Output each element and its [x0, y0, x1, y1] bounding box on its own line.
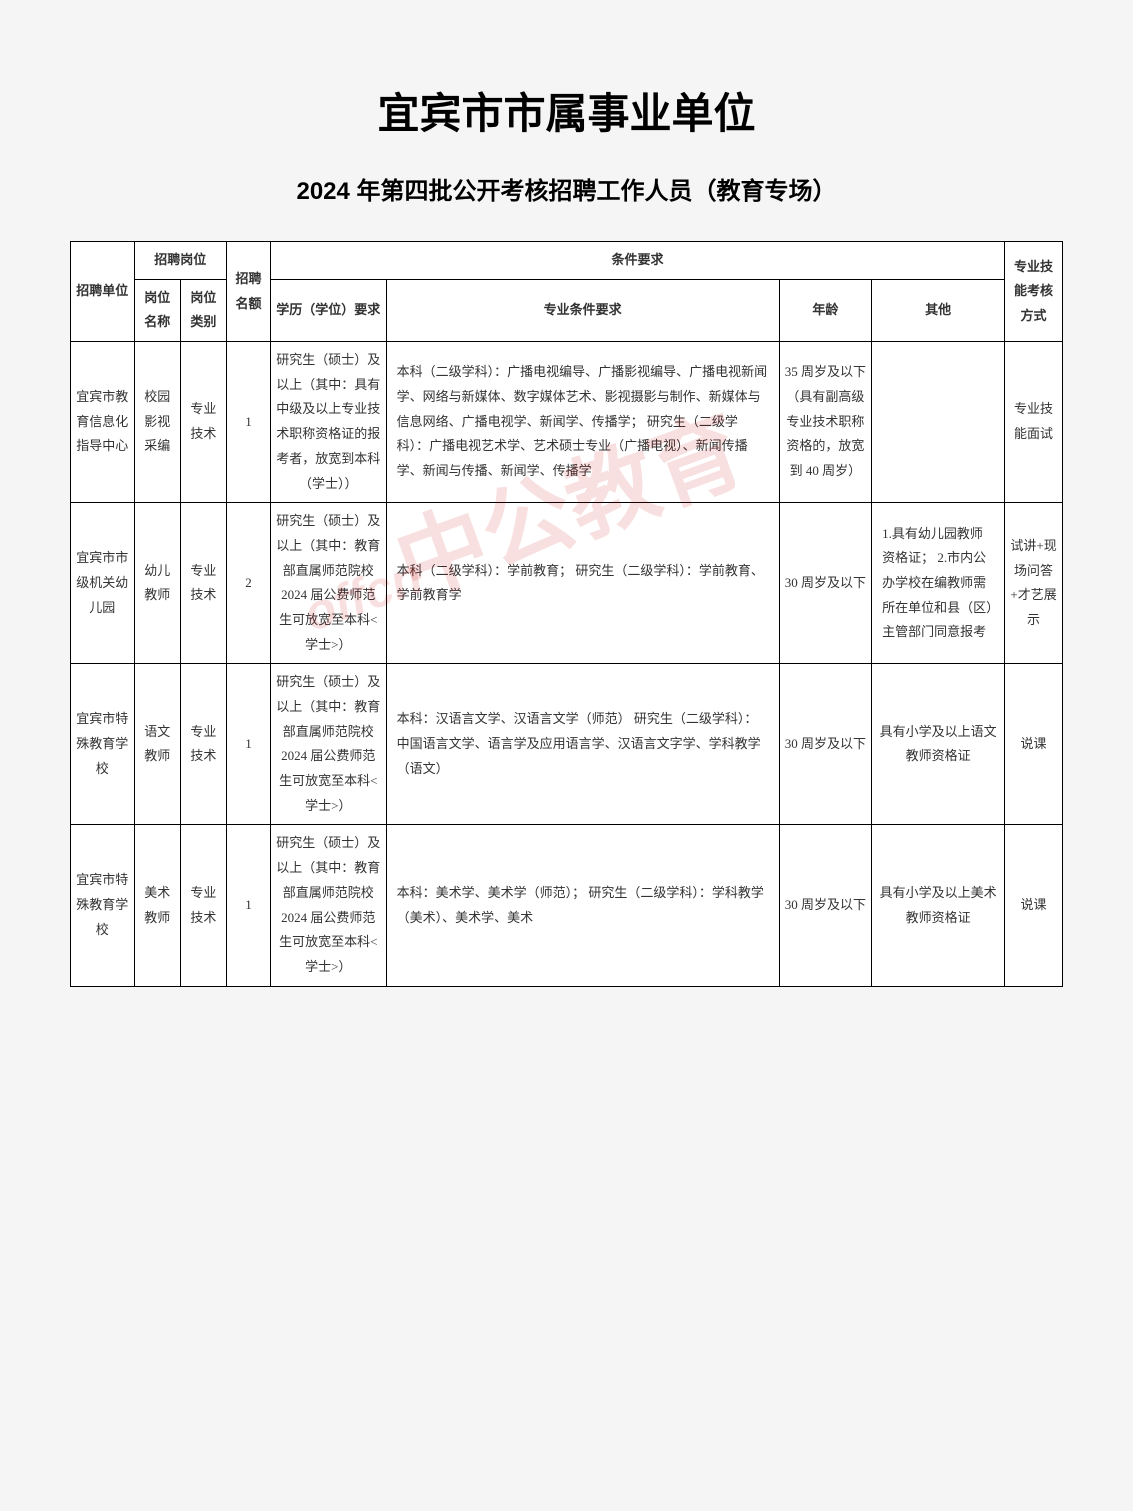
cell-post-type: 专业技术: [180, 342, 226, 503]
cell-unit: 宜宾市教育信息化指导中心: [71, 342, 135, 503]
cell-age: 30 周岁及以下: [779, 825, 871, 986]
cell-exam: 试讲+现场问答+才艺展示: [1005, 503, 1063, 664]
cell-other: 1.具有幼儿园教师资格证； 2.市内公办学校在编教师需所在单位和县（区）主管部门…: [872, 503, 1005, 664]
cell-quota: 1: [227, 825, 271, 986]
cell-exam: 说课: [1005, 664, 1063, 825]
cell-major: 本科（二级学科）：学前教育； 研究生（二级学科）：学前教育、学前教育学: [386, 503, 779, 664]
cell-major: 本科：美术学、美术学（师范）； 研究生（二级学科）：学科教学（美术）、美术学、美…: [386, 825, 779, 986]
table-row: 宜宾市教育信息化指导中心 校园影视采编 专业技术 1 研究生（硕士）及以上（其中…: [71, 342, 1063, 503]
cell-exam: 专业技能面试: [1005, 342, 1063, 503]
th-post-group: 招聘岗位: [134, 242, 226, 280]
table-row: 宜宾市特殊教育学校 语文教师 专业技术 1 研究生（硕士）及以上（其中：教育部直…: [71, 664, 1063, 825]
cell-age: 35 周岁及以下（具有副高级专业技术职称资格的，放宽到 40 周岁）: [779, 342, 871, 503]
cell-exam: 说课: [1005, 825, 1063, 986]
cell-post-name: 语文教师: [134, 664, 180, 825]
header-row-2: 岗位名称 岗位类别 学历（学位）要求 专业条件要求 年龄 其他: [71, 279, 1063, 341]
th-education: 学历（学位）要求: [270, 279, 386, 341]
th-major: 专业条件要求: [386, 279, 779, 341]
main-title: 宜宾市市属事业单位: [70, 80, 1063, 141]
cell-post-type: 专业技术: [180, 503, 226, 664]
cell-other: [872, 342, 1005, 503]
cell-post-type: 专业技术: [180, 664, 226, 825]
th-unit: 招聘单位: [71, 242, 135, 342]
header-row-1: 招聘单位 招聘岗位 招聘名额 条件要求 专业技能考核方式: [71, 242, 1063, 280]
cell-quota: 2: [227, 503, 271, 664]
cell-other: 具有小学及以上美术教师资格证: [872, 825, 1005, 986]
cell-post-name: 校园影视采编: [134, 342, 180, 503]
cell-quota: 1: [227, 342, 271, 503]
th-post-type: 岗位类别: [180, 279, 226, 341]
cell-education: 研究生（硕士）及以上（其中：教育部直属师范院校 2024 届公费师范生可放宽至本…: [270, 503, 386, 664]
cell-unit: 宜宾市特殊教育学校: [71, 664, 135, 825]
th-requirements-group: 条件要求: [270, 242, 1004, 280]
cell-post-name: 幼儿教师: [134, 503, 180, 664]
th-other: 其他: [872, 279, 1005, 341]
cell-major: 本科：汉语言文学、汉语言文学（师范） 研究生（二级学科）：中国语言文学、语言学及…: [386, 664, 779, 825]
cell-education: 研究生（硕士）及以上（其中：教育部直属师范院校 2024 届公费师范生可放宽至本…: [270, 664, 386, 825]
th-exam: 专业技能考核方式: [1005, 242, 1063, 342]
table-row: 宜宾市市级机关幼儿园 幼儿教师 专业技术 2 研究生（硕士）及以上（其中：教育部…: [71, 503, 1063, 664]
th-quota: 招聘名额: [227, 242, 271, 342]
cell-education: 研究生（硕士）及以上（其中：具有中级及以上专业技术职称资格证的报考者，放宽到本科…: [270, 342, 386, 503]
cell-post-type: 专业技术: [180, 825, 226, 986]
cell-post-name: 美术教师: [134, 825, 180, 986]
th-post-name: 岗位名称: [134, 279, 180, 341]
cell-major: 本科（二级学科）：广播电视编导、广播影视编导、广播电视新闻学、网络与新媒体、数字…: [386, 342, 779, 503]
cell-other: 具有小学及以上语文教师资格证: [872, 664, 1005, 825]
cell-age: 30 周岁及以下: [779, 503, 871, 664]
cell-age: 30 周岁及以下: [779, 664, 871, 825]
th-age: 年龄: [779, 279, 871, 341]
cell-unit: 宜宾市市级机关幼儿园: [71, 503, 135, 664]
table-row: 宜宾市特殊教育学校 美术教师 专业技术 1 研究生（硕士）及以上（其中：教育部直…: [71, 825, 1063, 986]
table-body: 宜宾市教育信息化指导中心 校园影视采编 专业技术 1 研究生（硕士）及以上（其中…: [71, 342, 1063, 987]
sub-title: 2024 年第四批公开考核招聘工作人员（教育专场）: [70, 171, 1063, 206]
cell-quota: 1: [227, 664, 271, 825]
recruitment-table: 招聘单位 招聘岗位 招聘名额 条件要求 专业技能考核方式 岗位名称 岗位类别 学…: [70, 241, 1063, 987]
cell-unit: 宜宾市特殊教育学校: [71, 825, 135, 986]
cell-education: 研究生（硕士）及以上（其中：教育部直属师范院校 2024 届公费师范生可放宽至本…: [270, 825, 386, 986]
